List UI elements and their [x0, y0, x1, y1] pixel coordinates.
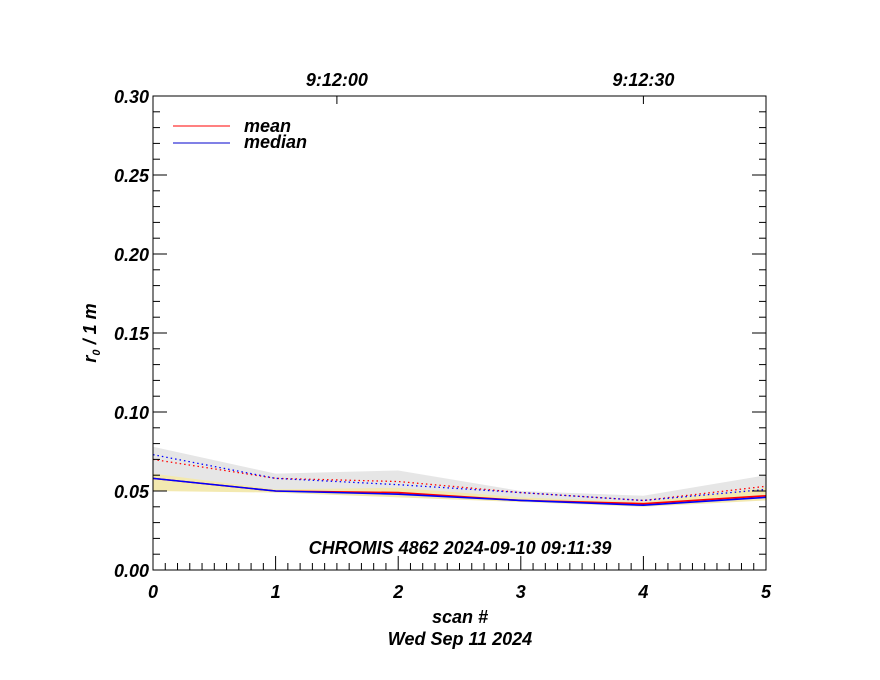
- x-tick-label: 5: [761, 582, 772, 602]
- legend-mean-label: mean: [244, 116, 291, 136]
- x-axis-date-label: Wed Sep 11 2024: [388, 629, 532, 649]
- legend-median-label: median: [244, 132, 307, 152]
- y-tick-label: 0.20: [114, 245, 149, 265]
- x-tick-label: 3: [516, 582, 526, 602]
- y-tick-label: 0.10: [114, 403, 149, 423]
- chart-annotation: CHROMIS 4862 2024-09-10 09:11:39: [309, 538, 612, 558]
- y-tick-label: 0.25: [114, 166, 150, 186]
- series-line-median-dotted: [152, 454, 767, 502]
- x-axis-label: scan #: [432, 607, 488, 627]
- y-tick-label: 0.30: [114, 87, 149, 107]
- y-tick-label: 0.15: [114, 324, 150, 344]
- x-tick-label: 2: [392, 582, 403, 602]
- series-line-median: [152, 477, 767, 507]
- x-tick-label: 1: [271, 582, 281, 602]
- y-tick-label: 0.05: [114, 482, 150, 502]
- top-tick-label: 9:12:30: [612, 70, 674, 90]
- y-tick-label: 0.00: [114, 561, 149, 581]
- legend: mean median: [173, 116, 307, 152]
- x-tick-label: 4: [637, 582, 648, 602]
- y-axis-label: r0 / 1 m: [80, 303, 103, 362]
- top-tick-label: 9:12:00: [306, 70, 368, 90]
- x-tick-label: 0: [148, 582, 158, 602]
